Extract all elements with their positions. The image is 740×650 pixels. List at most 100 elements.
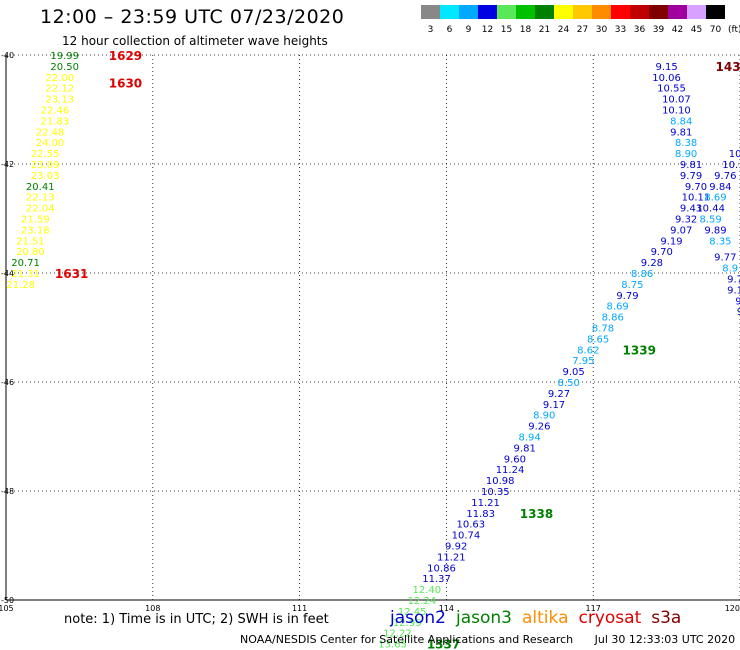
wave-height-value: 21.59 bbox=[21, 215, 50, 226]
legend-label-27: 27 bbox=[577, 25, 588, 35]
wave-height-value: 9.27 bbox=[548, 389, 570, 400]
wave-height-value: 22.13 bbox=[26, 193, 55, 204]
satellite-legend: jason2 jason3 altika cryosat s3a bbox=[390, 608, 691, 628]
wave-height-value: 10.11 bbox=[682, 193, 711, 204]
wave-height-value: 9.07 bbox=[670, 225, 692, 236]
wave-height-value: 23.03 bbox=[31, 171, 60, 182]
wave-height-value: 9.70 bbox=[685, 182, 707, 193]
wave-height-value: 13.65 bbox=[378, 640, 407, 650]
footer-credit: NOAA/NESDIS Center for Satellite Applica… bbox=[240, 633, 574, 646]
wave-height-value: 10. bbox=[722, 160, 738, 171]
lat-label: -46 bbox=[1, 378, 14, 387]
map-title: 12:00 – 23:59 UTC 07/23/2020 bbox=[40, 6, 345, 28]
legend-label-24: 24 bbox=[558, 25, 570, 35]
wave-height-value: 8.90 bbox=[533, 411, 555, 422]
lat-label: -44 bbox=[1, 269, 14, 278]
wave-height-value: 10.07 bbox=[662, 95, 691, 106]
wave-height-value: 10 bbox=[729, 149, 740, 160]
legend-label-12: 12 bbox=[482, 25, 493, 35]
lon-label: 117 bbox=[586, 604, 601, 613]
wave-height-value: 22.12 bbox=[46, 84, 75, 95]
time-label: 1631 bbox=[55, 267, 88, 281]
legend-swatch-9 bbox=[459, 5, 478, 19]
legend-swatch-42 bbox=[668, 5, 687, 19]
wave-height-value: 9.81 bbox=[670, 127, 692, 138]
satellite-s3a: s3a bbox=[651, 608, 682, 628]
lon-label: 108 bbox=[145, 604, 160, 613]
wave-height-value: 12.99 bbox=[393, 618, 422, 629]
legend-swatch-30 bbox=[592, 5, 611, 19]
wave-height-value: 10.63 bbox=[457, 520, 486, 531]
legend-label-33: 33 bbox=[615, 25, 626, 35]
wave-height-value: 8.38 bbox=[675, 138, 697, 149]
legend-label-9: 9 bbox=[466, 25, 472, 35]
wave-height-value: 8.90 bbox=[675, 149, 697, 160]
satellite-altika: altika bbox=[522, 608, 569, 628]
legend-label-45: 45 bbox=[691, 25, 702, 35]
wave-height-value: 20.50 bbox=[50, 62, 79, 73]
satellite-jason3: jason3 bbox=[456, 608, 512, 628]
wave-height-value: 9.05 bbox=[562, 367, 584, 378]
wave-height-value: 9.7 bbox=[727, 274, 740, 285]
wave-height-value: 24.00 bbox=[36, 138, 65, 149]
wave-height-value: 10.55 bbox=[657, 84, 686, 95]
legend-label-21: 21 bbox=[539, 25, 550, 35]
wave-height-value: 9. bbox=[735, 296, 740, 307]
satellite-cryosat: cryosat bbox=[578, 608, 642, 628]
wave-height-value: 8.65 bbox=[587, 334, 609, 345]
wave-height-value: 8.59 bbox=[700, 215, 722, 226]
legend-label-36: 36 bbox=[634, 25, 646, 35]
wave-height-value: 20.71 bbox=[11, 258, 40, 269]
wave-height-value: 10.98 bbox=[486, 476, 515, 487]
wave-height-value: 11.37 bbox=[422, 574, 451, 585]
legend-unit: (ft) bbox=[728, 25, 740, 35]
lat-label: -48 bbox=[1, 487, 14, 496]
wave-height-value: 8.69 bbox=[607, 302, 629, 313]
wave-height-value: 12.40 bbox=[413, 585, 442, 596]
wave-height-value: 9.60 bbox=[504, 454, 526, 465]
wave-height-value: 9.17 bbox=[543, 400, 565, 411]
lon-label: 114 bbox=[439, 604, 454, 613]
wave-height-value: 10.35 bbox=[481, 487, 510, 498]
wave-height-value: 21.28 bbox=[6, 280, 35, 291]
track-middle: 9.1510.0610.5510.0710.108.849.818.388.90… bbox=[378, 62, 710, 650]
legend-label-6: 6 bbox=[447, 25, 453, 35]
legend-swatch-21 bbox=[535, 5, 554, 19]
legend-label-30: 30 bbox=[596, 25, 608, 35]
wave-height-value: 23.13 bbox=[46, 95, 75, 106]
note-text: note: 1) Time is in UTC; 2) SWH is in fe… bbox=[64, 612, 329, 627]
track-west: 19.9920.5022.0022.1223.1322.4621.8322.48… bbox=[6, 51, 79, 291]
lat-label: -40 bbox=[1, 51, 14, 60]
wave-height-value: 12.24 bbox=[408, 596, 437, 607]
time-label: 1337 bbox=[427, 638, 460, 650]
legend-label-3: 3 bbox=[428, 25, 434, 35]
wave-height-value: 21.83 bbox=[41, 116, 70, 127]
wave-height-value: 10.74 bbox=[452, 531, 481, 542]
wave-height-value: 23.18 bbox=[21, 225, 50, 236]
wave-height-value: 10.10 bbox=[662, 106, 691, 117]
wave-height-value: 8.78 bbox=[592, 324, 614, 335]
wave-height-value: 20.80 bbox=[16, 247, 45, 258]
wave-height-value: 9.92 bbox=[445, 542, 467, 553]
wave-height-value: 11.83 bbox=[466, 509, 495, 520]
legend-swatch-15 bbox=[497, 5, 516, 19]
wave-height-value: 7.95 bbox=[572, 356, 594, 367]
wave-height-value: 21.31 bbox=[11, 269, 40, 280]
lat-label: -50 bbox=[1, 596, 14, 605]
wave-height-value: 21.51 bbox=[16, 236, 45, 247]
legend-swatch-36 bbox=[630, 5, 649, 19]
time-label: 1629 bbox=[109, 49, 142, 63]
legend-label-18: 18 bbox=[520, 25, 532, 35]
wave-height-value: 9.19 bbox=[660, 236, 682, 247]
wave-height-value: 9.79 bbox=[616, 291, 638, 302]
wave-height-value: 8.94 bbox=[518, 433, 540, 444]
wave-height-value: 22.00 bbox=[46, 73, 75, 84]
legend-label-15: 15 bbox=[501, 25, 512, 35]
legend-swatch-24 bbox=[554, 5, 573, 19]
wave-height-value: 12.22 bbox=[383, 629, 412, 640]
wave-height-value: 11.21 bbox=[437, 552, 466, 563]
time-label: 1436 bbox=[716, 60, 740, 74]
wave-height-value: 23.09 bbox=[31, 160, 60, 171]
